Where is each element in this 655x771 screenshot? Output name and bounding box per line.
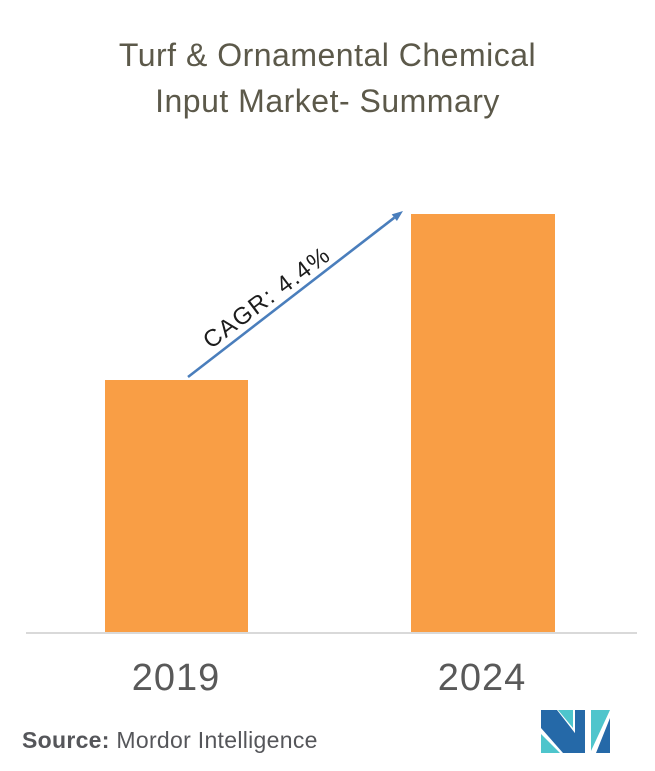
source-line: Source: Mordor Intelligence <box>22 727 318 754</box>
bar-2019 <box>105 380 248 632</box>
source-label: Source: <box>22 727 110 753</box>
chart-title: Turf & Ornamental Chemical Input Market-… <box>0 32 655 124</box>
source-text: Mordor Intelligence <box>109 727 318 753</box>
x-axis-label-2019: 2019 <box>131 657 221 699</box>
x-axis-label-2024: 2024 <box>437 657 527 699</box>
x-axis-line <box>26 632 637 634</box>
bar-2024 <box>411 214 555 632</box>
mordor-intelligence-logo-icon <box>541 710 610 753</box>
chart-title-line1: Turf & Ornamental Chemical <box>118 37 537 73</box>
chart-title-line2: Input Market- Summary <box>155 83 500 119</box>
cagr-annotation: CAGR: 4.4% <box>198 241 337 355</box>
